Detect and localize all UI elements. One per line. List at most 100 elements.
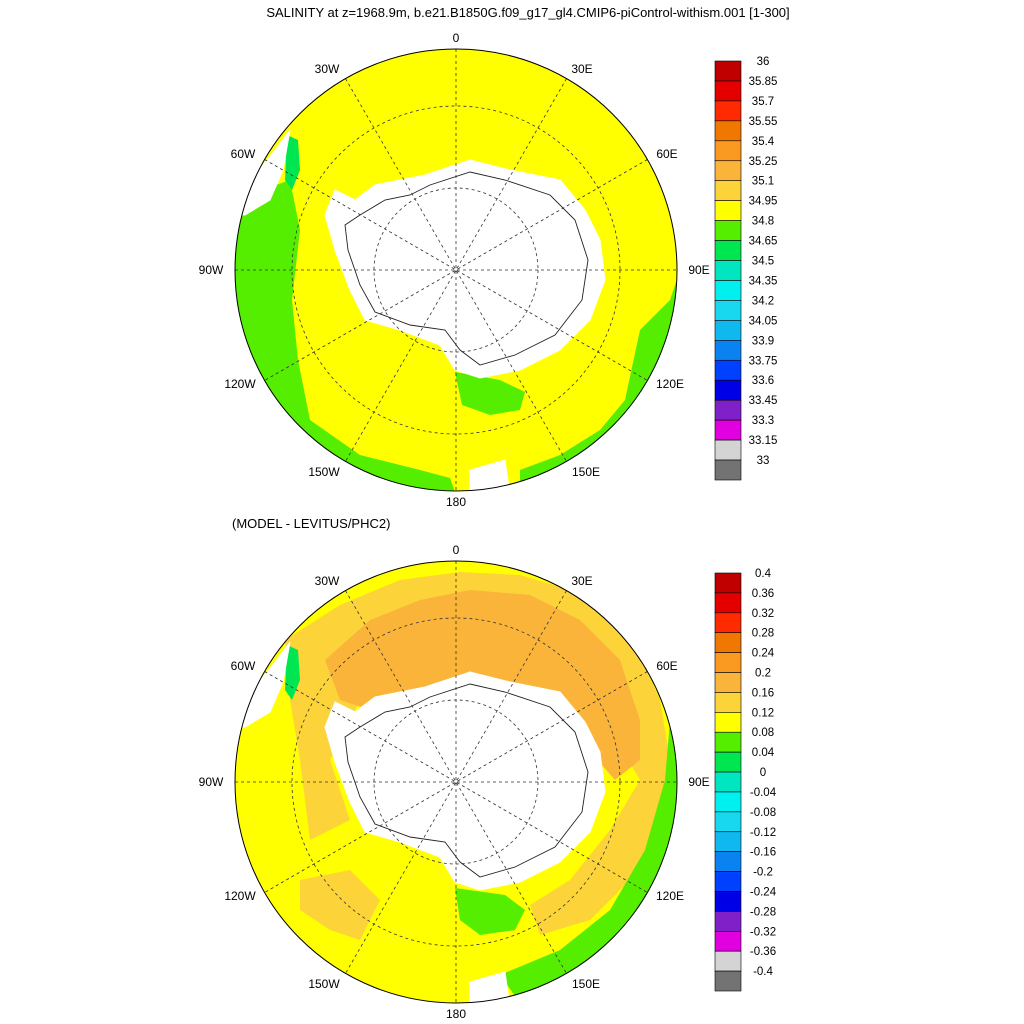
top-label-180: 180 (446, 495, 466, 509)
top-green-patch-ross (455, 372, 525, 415)
bottom-colorbar-swatch (714, 692, 742, 713)
bottom-colorbar-tick-label: 0.2 (755, 668, 771, 680)
bottom-label-0: 0 (453, 543, 460, 557)
top-label-60w: 60W (231, 147, 256, 161)
bottom-colorbar-tick-label: 0.12 (752, 707, 774, 719)
bottom-colorbar-swatch (714, 751, 742, 773)
bottom-colorbar-swatch (714, 831, 742, 852)
top-coastline (344, 171, 589, 366)
top-colorbar-swatch (714, 180, 742, 201)
bottom-colorbar-swatch (714, 851, 742, 872)
top-graticule (235, 49, 677, 491)
bottom-colorbar-tick-label: -0.24 (750, 886, 777, 898)
bottom-label-30e: 30E (571, 574, 592, 588)
bottom-green-edge-east (500, 720, 677, 1003)
bottom-map: 0 30E 60E 90E 120E 150E 180 150W 120W 90… (199, 543, 710, 1021)
top-green-strip-sa (285, 135, 300, 190)
bottom-label-90w: 90W (199, 775, 224, 789)
difference-subtitle: (MODEL - LEVITUS/PHC2) (232, 516, 390, 531)
top-colorbar-swatch (714, 419, 742, 441)
bottom-graticule (235, 561, 677, 1003)
top-label-90w: 90W (199, 263, 224, 277)
top-colorbar-tick-label: 33 (757, 455, 770, 467)
top-label-30e: 30E (571, 62, 592, 76)
top-colorbar-swatch (714, 340, 742, 361)
bottom-mid-patch-sw (300, 870, 380, 940)
figure-title: SALINITY at z=1968.9m, b.e21.B1850G.f09_… (266, 5, 789, 20)
top-label-60e: 60E (656, 147, 677, 161)
bottom-colorbar-swatch (714, 891, 742, 912)
top-antarctica (324, 159, 606, 379)
top-colorbar-swatch (714, 320, 742, 341)
bottom-colorbar-swatch (714, 911, 742, 932)
top-label-90e: 90E (688, 263, 709, 277)
top-colorbar-tick-label: 33.75 (749, 355, 778, 367)
top-colorbar-tick-label: 35.1 (752, 176, 774, 188)
top-label-120e: 120E (656, 377, 684, 391)
bottom-colorbar-tick-label: 0.24 (752, 648, 775, 660)
bottom-colorbar-swatch (714, 652, 742, 673)
top-colorbar-tick-label: 34.65 (749, 236, 778, 248)
bottom-colorbar-tick-label: 0 (760, 767, 766, 779)
bottom-colorbar-tick-label: -0.36 (750, 946, 776, 958)
bottom-colorbar-tick-label: -0.04 (750, 787, 777, 799)
top-colorbar-swatch (714, 399, 742, 421)
top-colorbar-tick-label: 34.5 (752, 256, 774, 268)
top-colorbar-tick-label: 34.8 (752, 216, 774, 228)
bottom-colorbar-swatch (714, 731, 742, 753)
bottom-colorbar-tick-label: 0.08 (752, 727, 774, 739)
top-label-120w: 120W (224, 377, 256, 391)
top-colorbar-swatch (714, 300, 742, 321)
bottom-label-90e: 90E (688, 775, 709, 789)
bottom-colorbar-tick-label: 0.32 (752, 608, 774, 620)
top-colorbar-swatch (714, 100, 742, 122)
bottom-label-180: 180 (446, 1007, 466, 1021)
bottom-colorbar-swatch (714, 970, 742, 992)
bottom-colorbar-swatch (714, 572, 742, 594)
bottom-colorbar-tick-label: 0.16 (752, 687, 774, 699)
bottom-colorbar-swatch (714, 871, 742, 892)
bottom-colorbar-tick-label: 0.4 (755, 568, 772, 580)
bottom-colorbar-tick-label: 0.36 (752, 588, 774, 600)
bottom-colorbar-tick-label: 0.04 (752, 747, 775, 759)
top-colorbar-swatch (714, 459, 742, 481)
top-colorbar-tick-label: 35.55 (749, 116, 778, 128)
bottom-coastline (344, 683, 589, 878)
top-colorbar-swatch (714, 120, 742, 142)
top-colorbar-tick-label: 34.2 (752, 295, 774, 307)
top-colorbar-tick-label: 34.35 (749, 275, 778, 287)
bottom-colorbar-tick-label: -0.16 (750, 847, 776, 859)
bottom-colorbar-swatch (714, 592, 742, 614)
bottom-colorbar-swatch (714, 950, 742, 972)
top-colorbar-swatch (714, 200, 742, 221)
bottom-colorbar-swatch (714, 612, 742, 634)
bottom-antarctica (324, 671, 606, 891)
top-colorbar-tick-label: 33.9 (752, 335, 774, 347)
bottom-map-border (234, 560, 678, 1004)
top-colorbar-swatch (714, 280, 742, 301)
top-colorbar-swatch (714, 240, 742, 261)
top-colorbar-tick-label: 35.7 (752, 96, 774, 108)
bottom-label-120e: 120E (656, 889, 684, 903)
top-colorbar-swatch (714, 140, 742, 162)
bottom-label-60w: 60W (231, 659, 256, 673)
bottom-colorbar-tick-label: -0.2 (753, 867, 773, 879)
bottom-colorbar-tick-label: -0.28 (750, 906, 776, 918)
top-colorbar-swatch (714, 260, 742, 281)
top-colorbar-tick-label: 33.15 (749, 435, 778, 447)
bottom-label-150w: 150W (308, 977, 340, 991)
bottom-green-patch-ross (455, 888, 525, 935)
top-colorbar-tick-label: 33.3 (752, 415, 774, 427)
top-colorbar-swatch (714, 439, 742, 461)
bottom-colorbar: 0.4 0.36 0.32 0.28 0.24 0.2 0.16 0.12 0.08 0.04 0 -… (714, 568, 777, 992)
bottom-label-30w: 30W (315, 574, 340, 588)
top-colorbar-tick-label: 33.6 (752, 375, 774, 387)
top-label-0: 0 (453, 31, 460, 45)
top-colorbar-swatch (714, 379, 742, 401)
bottom-colorbar-swatch (714, 771, 742, 793)
top-colorbar-tick-label: 36 (757, 56, 770, 68)
bottom-colorbar-swatch (714, 811, 742, 833)
bottom-colorbar-tick-label: -0.32 (750, 926, 776, 938)
bottom-colorbar-swatch (714, 632, 742, 653)
